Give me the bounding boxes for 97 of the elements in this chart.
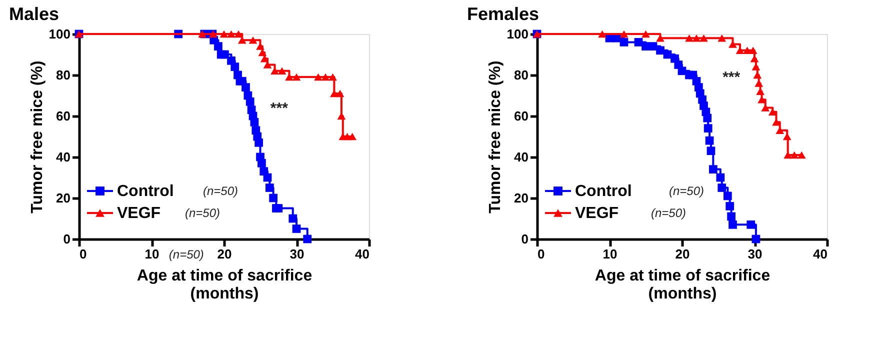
point bbox=[700, 34, 708, 42]
point bbox=[790, 151, 799, 159]
point bbox=[263, 173, 272, 182]
y-tick-label: 60 bbox=[514, 108, 528, 124]
annotation: (n=50) bbox=[185, 206, 220, 220]
y-tick-label: 0 bbox=[521, 232, 528, 246]
point bbox=[250, 118, 259, 126]
chart-title: Males bbox=[9, 4, 60, 24]
point bbox=[754, 80, 764, 87]
point bbox=[248, 36, 258, 44]
annotation: (n=50) bbox=[669, 184, 704, 198]
point bbox=[198, 30, 206, 38]
point bbox=[746, 220, 756, 229]
point bbox=[336, 90, 344, 98]
point bbox=[678, 66, 686, 76]
y-tick-label: 60 bbox=[56, 108, 70, 124]
point bbox=[634, 38, 643, 46]
point bbox=[761, 104, 770, 112]
x-tick-label: 40 bbox=[355, 246, 370, 262]
point bbox=[227, 30, 236, 38]
point bbox=[238, 36, 246, 44]
point bbox=[620, 38, 628, 46]
point bbox=[214, 42, 222, 50]
y-tick-label: 100 bbox=[48, 26, 70, 42]
point bbox=[620, 30, 628, 38]
point bbox=[718, 184, 726, 192]
point bbox=[706, 146, 716, 156]
point bbox=[726, 202, 734, 210]
y-tick-label: 0 bbox=[63, 232, 70, 246]
x-axis-title: Age at time of sacrifice (months) bbox=[136, 268, 312, 302]
x-tick-label: 0 bbox=[538, 246, 545, 262]
y-tick-label: 40 bbox=[56, 150, 70, 164]
point bbox=[242, 83, 250, 92]
x-tick-label: 10 bbox=[602, 246, 618, 262]
point bbox=[716, 173, 725, 182]
legend-label: VEGF bbox=[117, 205, 161, 222]
point bbox=[692, 34, 701, 42]
point bbox=[292, 73, 301, 81]
point bbox=[328, 73, 337, 81]
point bbox=[220, 30, 228, 38]
x-axis-title: Age at time of sacrifice (months) bbox=[594, 268, 770, 302]
y-tick-label: 80 bbox=[514, 68, 528, 82]
point bbox=[797, 151, 806, 159]
point bbox=[656, 46, 664, 55]
y-tick-label: 40 bbox=[514, 150, 528, 164]
y-tick-label: 20 bbox=[56, 190, 70, 206]
point bbox=[752, 234, 760, 244]
y-axis-title: Tumor free mice (%) bbox=[486, 60, 504, 214]
annotation: (n=50) bbox=[203, 184, 238, 198]
point bbox=[743, 46, 752, 54]
point bbox=[258, 158, 266, 168]
point bbox=[274, 204, 283, 212]
point bbox=[314, 73, 322, 81]
point bbox=[704, 124, 712, 132]
point bbox=[321, 73, 330, 81]
point bbox=[292, 224, 301, 233]
annotation: (n=50) bbox=[651, 206, 686, 220]
point bbox=[685, 34, 694, 42]
point bbox=[718, 34, 726, 42]
y-tick-label: 20 bbox=[514, 190, 528, 206]
point bbox=[703, 114, 712, 122]
x-tick-label: 40 bbox=[813, 246, 828, 262]
x-tick-label: 20 bbox=[217, 246, 232, 262]
text: (n=50) bbox=[168, 247, 204, 262]
point bbox=[254, 138, 263, 147]
point bbox=[265, 184, 274, 192]
x-tick-label: 30 bbox=[748, 246, 762, 262]
point bbox=[708, 165, 718, 174]
point bbox=[598, 30, 606, 38]
point bbox=[278, 67, 286, 75]
x-tick-label: 10 bbox=[144, 246, 160, 262]
y-tick-label: 100 bbox=[506, 26, 528, 42]
point bbox=[303, 234, 312, 244]
point bbox=[230, 62, 240, 71]
point bbox=[246, 97, 254, 106]
point bbox=[705, 136, 714, 145]
legend-label: Control bbox=[575, 183, 632, 200]
point bbox=[269, 194, 278, 202]
legend-label: VEGF bbox=[575, 205, 619, 222]
point bbox=[288, 214, 298, 223]
point bbox=[752, 63, 760, 70]
x-tick-label: 0 bbox=[80, 246, 87, 262]
chart-title: Females bbox=[467, 4, 540, 24]
annotation: *** bbox=[270, 100, 288, 117]
point bbox=[348, 132, 357, 140]
point bbox=[648, 42, 658, 50]
x-tick-label: 20 bbox=[675, 246, 690, 262]
annotation: *** bbox=[722, 69, 740, 86]
y-tick-label: 80 bbox=[56, 68, 70, 82]
point bbox=[220, 50, 229, 59]
legend-label: Control bbox=[117, 183, 174, 200]
y-axis-title: Tumor free mice (%) bbox=[28, 60, 46, 214]
point bbox=[723, 192, 732, 200]
point bbox=[727, 212, 736, 221]
x-tick-label: 30 bbox=[290, 246, 304, 262]
point bbox=[728, 220, 737, 229]
point bbox=[642, 30, 650, 38]
